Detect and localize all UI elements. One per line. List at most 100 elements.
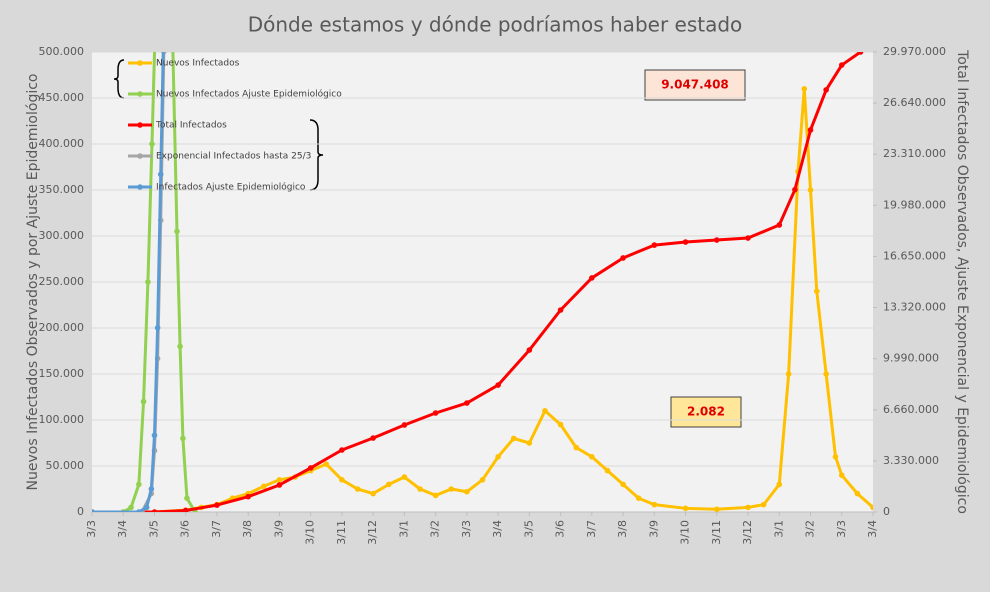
data-point xyxy=(526,347,533,353)
data-point xyxy=(714,506,720,512)
legend-marker xyxy=(137,153,143,159)
y2-tick-label: 29.970.000 xyxy=(883,45,946,58)
data-point xyxy=(370,435,376,441)
x-tick-label: 3/8 xyxy=(241,520,254,538)
y-tick-label: 350.000 xyxy=(39,183,85,196)
data-point xyxy=(792,186,798,193)
y2-tick-label: 16.650.000 xyxy=(883,249,946,262)
data-point xyxy=(838,472,845,479)
data-point xyxy=(214,502,220,508)
data-point xyxy=(745,504,751,511)
x-tick-label: 3/11 xyxy=(335,520,348,545)
y-tick-label: 300.000 xyxy=(39,229,85,242)
data-point xyxy=(401,422,408,428)
y-tick-label: 400.000 xyxy=(39,137,85,150)
data-point xyxy=(620,255,626,261)
legend-marker xyxy=(137,91,143,97)
data-point xyxy=(542,408,548,414)
data-point xyxy=(140,398,147,405)
data-point xyxy=(180,435,186,442)
data-point xyxy=(464,488,470,495)
series-line xyxy=(92,52,197,512)
data-point xyxy=(620,481,626,488)
data-point xyxy=(370,490,376,497)
data-point xyxy=(589,275,595,281)
y-tick-label: 100.000 xyxy=(39,413,85,426)
data-point xyxy=(838,62,845,68)
data-point xyxy=(161,18,167,24)
data-point xyxy=(92,509,95,512)
data-point xyxy=(823,87,829,93)
data-point xyxy=(785,371,792,377)
data-point xyxy=(149,141,155,147)
x-tick-label: 3/7 xyxy=(210,520,223,538)
data-point xyxy=(832,454,839,460)
data-point xyxy=(136,509,142,512)
data-point xyxy=(635,495,642,502)
x-tick-label: 3/9 xyxy=(272,520,285,538)
x-tick-label: 3/4 xyxy=(491,520,504,538)
x-tick-label: 3/6 xyxy=(179,520,192,538)
x-tick-label: 3/9 xyxy=(647,520,660,538)
data-point xyxy=(745,235,751,241)
data-point xyxy=(573,444,580,451)
data-point xyxy=(339,447,345,453)
x-tick-label: 3/7 xyxy=(585,520,598,538)
data-point xyxy=(148,486,155,492)
data-point xyxy=(174,228,180,235)
x-tick-label: 3/3 xyxy=(835,520,848,538)
data-point xyxy=(276,482,283,488)
y-tick-label: 250.000 xyxy=(39,275,85,288)
data-point xyxy=(154,325,161,331)
y2-tick-label: 13.320.000 xyxy=(883,301,946,314)
legend: Nuevos Infectados Nuevos Infectados Ajust… xyxy=(128,59,342,193)
data-point xyxy=(401,474,408,480)
data-point xyxy=(651,242,658,248)
data-point xyxy=(557,307,564,313)
data-point xyxy=(526,440,533,446)
data-point xyxy=(128,504,134,511)
y-tick-label: 150.000 xyxy=(39,367,85,380)
data-point xyxy=(276,477,283,483)
data-point xyxy=(651,501,658,508)
y-axis-title: Nuevos Infectados Observados y por Ajust… xyxy=(25,74,41,491)
annotation: 2.082 xyxy=(687,405,725,419)
data-point xyxy=(432,492,439,499)
data-point xyxy=(385,481,392,488)
data-point xyxy=(801,86,808,92)
legend-label: Total Infectados xyxy=(155,121,227,131)
data-point xyxy=(857,52,864,55)
x-tick-label: 3/10 xyxy=(679,520,692,545)
x-tick-label: 3/1 xyxy=(772,520,785,538)
data-point xyxy=(307,465,314,471)
data-point xyxy=(323,461,330,467)
data-point xyxy=(557,421,564,428)
legend-label: Exponencial Infectados hasta 25/3 xyxy=(156,152,311,162)
data-point xyxy=(151,432,158,439)
data-point xyxy=(354,486,361,492)
legend-marker xyxy=(137,184,143,190)
legend-label: Nuevos Infectados xyxy=(156,59,240,69)
x-tick-label: 3/12 xyxy=(366,520,379,545)
y2-tick-label: 23.310.000 xyxy=(883,147,946,160)
y-tick-label: 0 xyxy=(77,505,84,518)
x-tick-label: 3/3 xyxy=(85,520,98,538)
data-point xyxy=(448,486,455,492)
legend-label: Nuevos Infectados Ajuste Epidemiológico xyxy=(156,89,342,100)
data-point xyxy=(760,501,767,508)
x-tick-label: 3/3 xyxy=(460,520,473,538)
x-tick-label: 3/6 xyxy=(554,520,567,538)
y-tick-label: 200.000 xyxy=(39,321,85,334)
y2-tick-label: 3.330.000 xyxy=(883,454,939,467)
data-point xyxy=(714,237,720,243)
annotation-box xyxy=(644,69,746,101)
data-point xyxy=(776,481,783,488)
legend-bracket xyxy=(113,59,125,99)
data-point xyxy=(510,435,517,442)
data-point xyxy=(151,509,158,512)
data-point xyxy=(776,222,783,228)
data-point xyxy=(157,171,164,178)
y-tick-label: 50.000 xyxy=(46,459,85,472)
annotation-box xyxy=(670,396,742,428)
